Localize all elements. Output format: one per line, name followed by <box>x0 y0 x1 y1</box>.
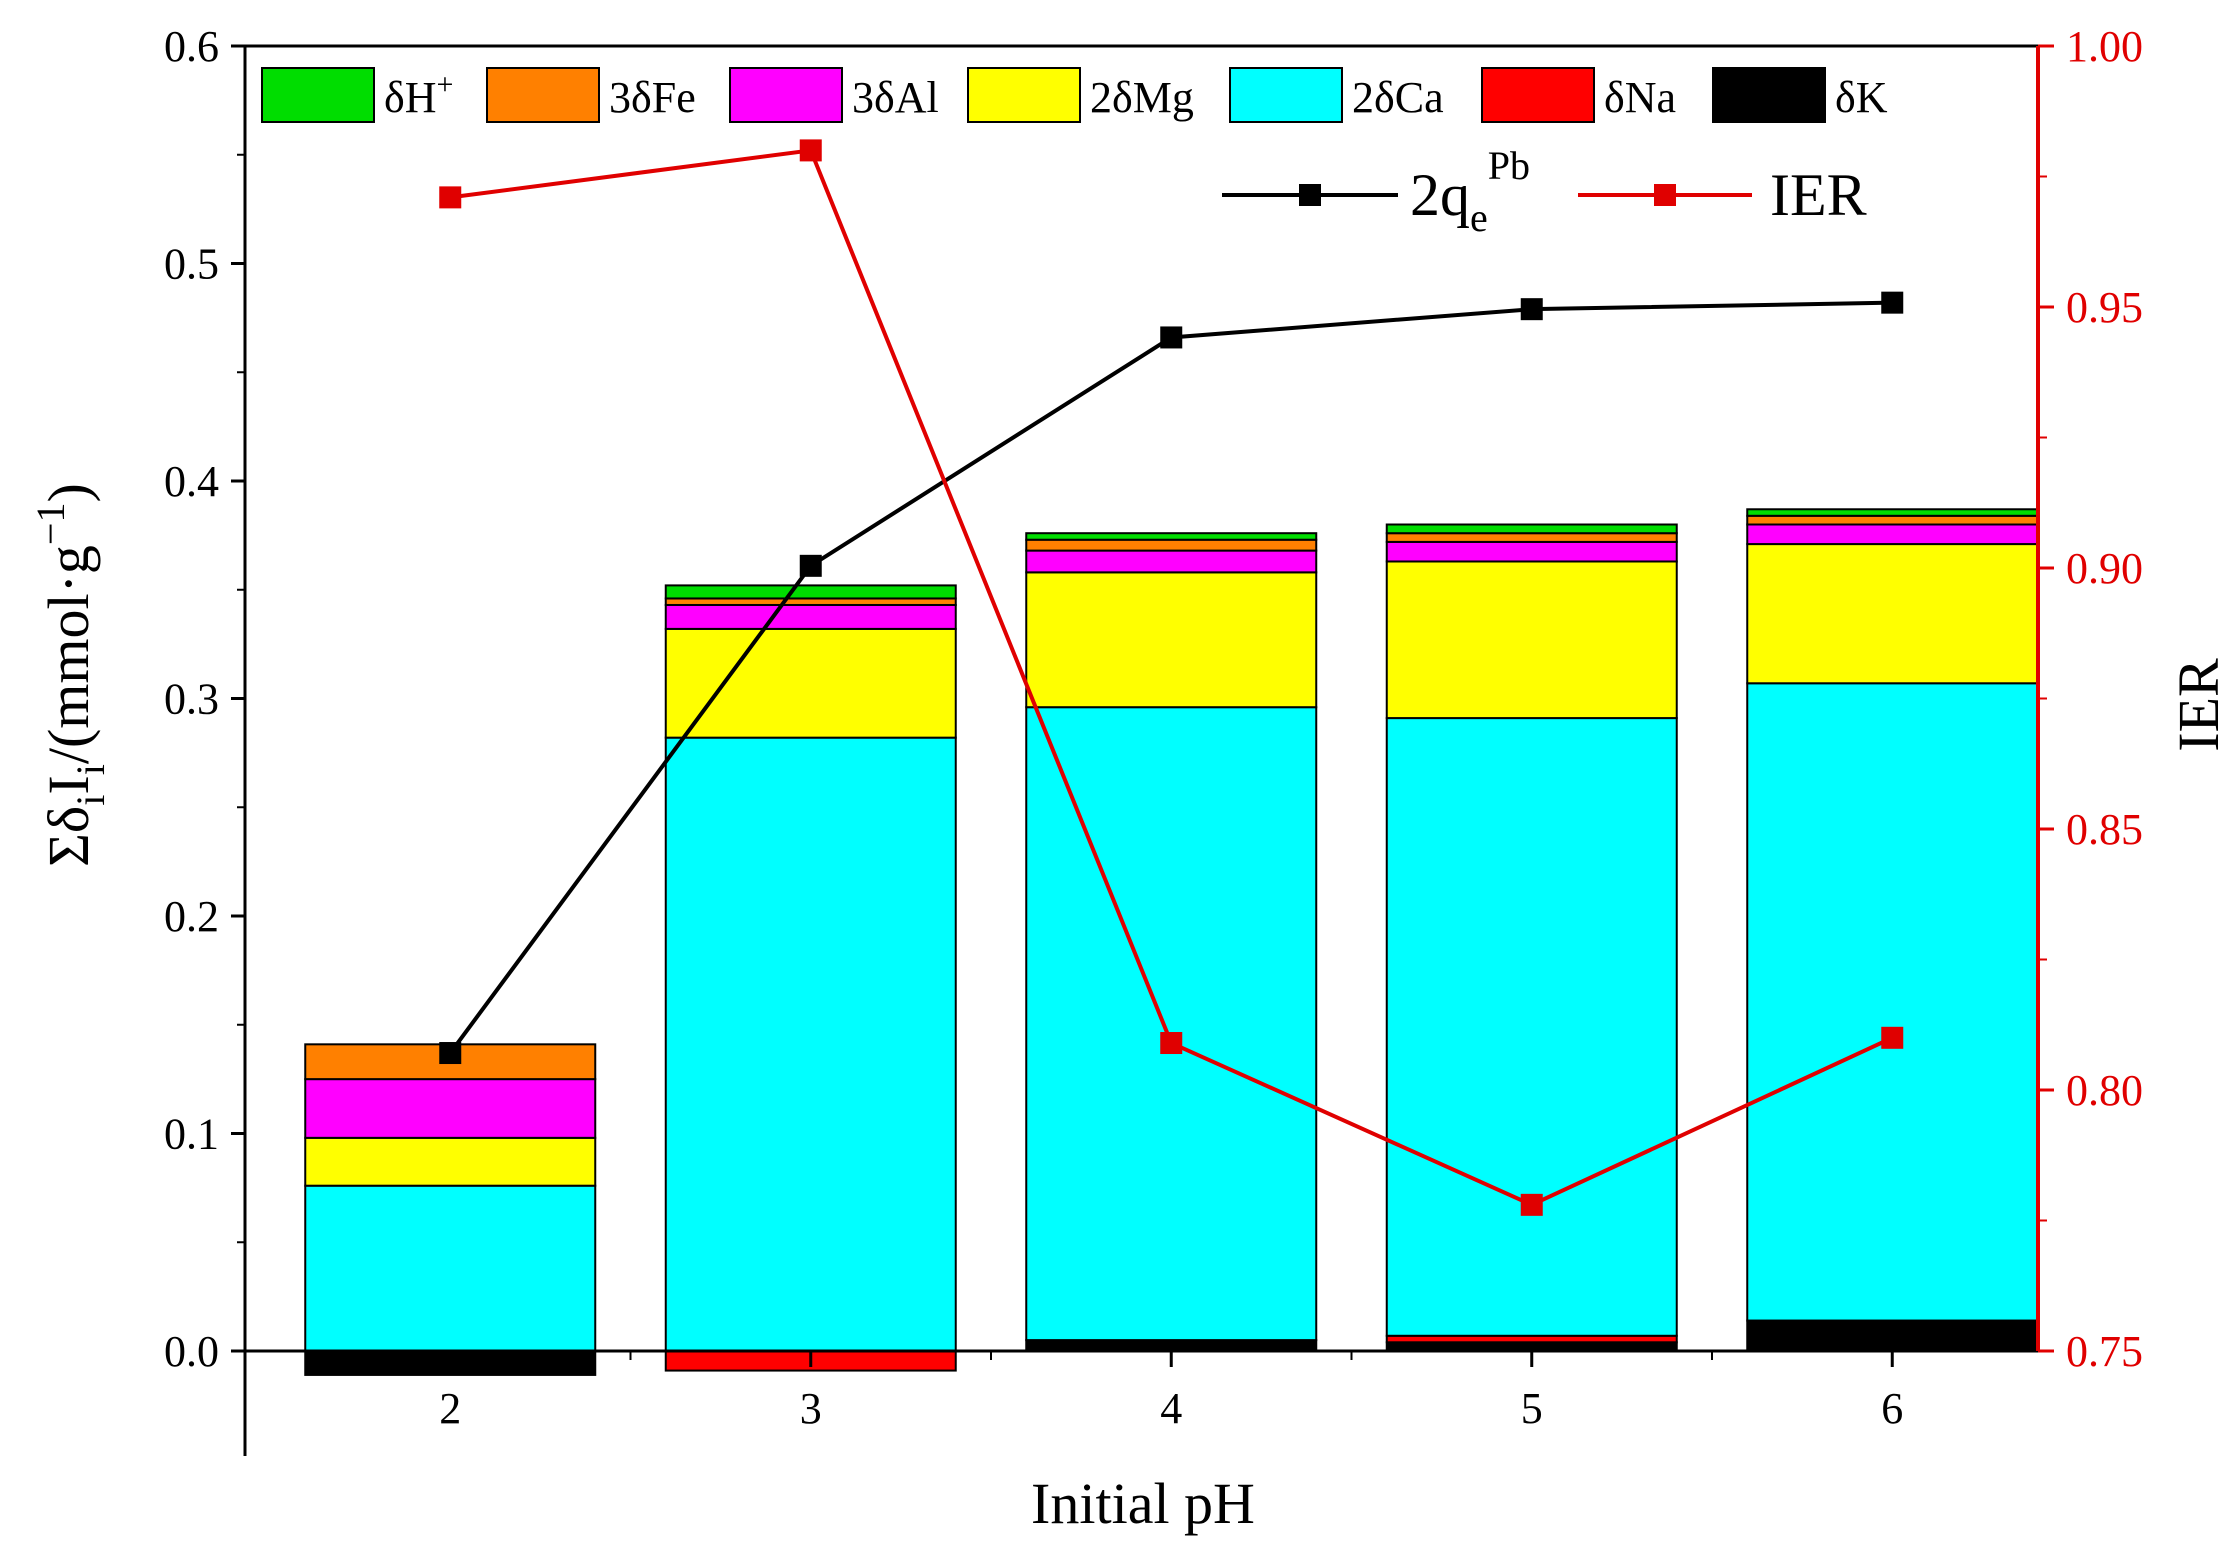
marker-2qePb-ph-6 <box>1881 291 1904 314</box>
legend-swatch-2δCa <box>1229 67 1343 123</box>
legend-label-main: 2δCa <box>1352 73 1444 122</box>
bar-segment-δH+-ph-3 <box>664 584 957 600</box>
bar-segment-2δMg-ph-4 <box>1025 571 1318 709</box>
marker-IER-ph-2 <box>439 186 462 209</box>
bar-segment-3δAl-ph-4 <box>1025 549 1318 574</box>
bar-segment-2δMg-ph-5 <box>1385 560 1678 720</box>
bar-segment-δK-ph-4 <box>1025 1339 1318 1352</box>
legend-label-2qePb: 2qePb <box>1410 143 1530 240</box>
titles-layer: Initial pH IER ΣδiIi/(mmol·g−1) <box>28 483 2231 1536</box>
y2-axis-title: IER <box>2166 658 2231 752</box>
y2-tick-label: 0.80 <box>2066 1066 2143 1115</box>
bar-segment-2δMg-ph-3 <box>664 627 957 739</box>
bar-segment-3δAl-ph-5 <box>1385 540 1678 563</box>
y2-tick-label: 0.75 <box>2066 1327 2143 1376</box>
x-axis-title: Initial pH <box>1031 1471 1255 1536</box>
legend-marker-2qePb <box>1299 184 1321 206</box>
legend-label-main: 2q <box>1410 162 1470 228</box>
legend-label-2δCa: 2δCa <box>1352 73 1444 122</box>
lines-layer <box>439 139 1904 1216</box>
marker-2qePb-ph-5 <box>1520 298 1543 321</box>
legend-label-IER: IER <box>1770 162 1867 228</box>
y-tick-label: 0.2 <box>164 892 219 941</box>
legend-swatch-δK <box>1712 67 1826 123</box>
legend-label-main: 3δAl <box>852 73 939 122</box>
x-tick-label: 3 <box>800 1384 822 1433</box>
y-title-I: I <box>36 775 101 794</box>
marker-IER-ph-5 <box>1520 1193 1543 1216</box>
legend-swatch-3δAl <box>729 67 843 123</box>
bar-segment-2δMg-ph-6 <box>1746 543 2039 685</box>
legend-swatch-δNa <box>1481 67 1595 123</box>
y-title-sigma: Σδ <box>36 806 101 867</box>
legend-label-main: δNa <box>1604 73 1676 122</box>
bar-segment-2δCa-ph-5 <box>1385 717 1678 1337</box>
legend-label-3δAl: 3δAl <box>852 73 939 122</box>
bar-segment-3δFe-ph-6 <box>1746 514 2039 526</box>
legend-label-3δFe: 3δFe <box>609 73 696 122</box>
x-tick-label: 6 <box>1881 1384 1903 1433</box>
legend-label-δNa: δNa <box>1604 73 1676 122</box>
bar-segment-δH+-ph-4 <box>1025 532 1318 541</box>
legend-swatch-2δMg <box>967 67 1081 123</box>
legend-label-sup: Pb <box>1488 143 1530 188</box>
marker-2qePb-ph-2 <box>439 1042 462 1065</box>
legend-label-main: 3δFe <box>609 73 696 122</box>
y-title-sub-i2: i <box>68 764 113 775</box>
y-title-sub-i: i <box>68 795 113 806</box>
bar-segment-3δFe-ph-4 <box>1025 538 1318 552</box>
marker-2qePb-ph-3 <box>799 554 822 577</box>
legend-swatch-δH+ <box>261 67 375 123</box>
legend-marker-IER <box>1654 184 1676 206</box>
bars-layer <box>304 508 2039 1376</box>
y2-tick-label: 0.90 <box>2066 544 2143 593</box>
legend-label-main: IER <box>1770 162 1867 228</box>
bar-segment-2δCa-ph-2 <box>304 1184 597 1352</box>
legend-label-2δMg: 2δMg <box>1090 73 1194 122</box>
bar-segment-3δFe-ph-5 <box>1385 532 1678 543</box>
legend-label-δH+: δH+ <box>384 68 453 122</box>
y-tick-label: 0.0 <box>164 1327 219 1376</box>
y2-tick-label: 0.85 <box>2066 805 2143 854</box>
y-tick-label: 0.4 <box>164 457 219 506</box>
y-title-unit: /(mmol·g <box>36 545 101 764</box>
legend-label-sub: e <box>1470 195 1488 240</box>
y-tick-label: 0.5 <box>164 240 219 289</box>
legend-swatch-3δFe <box>486 67 600 123</box>
x-tick-label: 5 <box>1521 1384 1543 1433</box>
axes-layer: 0.0 0.1 0.2 0.3 0.4 0.5 0.6 0.75 0.80 0.85 0.90 0.9… <box>164 22 2143 1456</box>
legend-label-main: δK <box>1835 73 1888 122</box>
marker-2qePb-ph-4 <box>1160 326 1183 349</box>
bar-segment-3δAl-ph-6 <box>1746 523 2039 546</box>
x-tick-label: 4 <box>1160 1384 1182 1433</box>
y2-tick-label: 1.00 <box>2066 22 2143 71</box>
bar-segment-3δAl-ph-3 <box>664 603 957 630</box>
y-tick-label: 0.6 <box>164 22 219 71</box>
marker-IER-ph-3 <box>799 139 822 162</box>
y-title-exp: −1 <box>28 503 73 546</box>
bar-segment-2δCa-ph-3 <box>664 736 957 1352</box>
legend-label-main: 2δMg <box>1090 73 1194 122</box>
y-tick-label: 0.1 <box>164 1110 219 1159</box>
bar-segment-2δCa-ph-6 <box>1746 682 2039 1322</box>
legend-label-sup: + <box>437 68 454 101</box>
y2-tick-label: 0.95 <box>2066 283 2143 332</box>
x-tick-label: 2 <box>439 1384 461 1433</box>
bar-segment-δH+-ph-5 <box>1385 523 1678 535</box>
bar-segment-δK-ph-6 <box>1746 1319 2039 1353</box>
bar-segment-2δCa-ph-4 <box>1025 706 1318 1342</box>
bar-segment-3δAl-ph-2 <box>304 1078 597 1139</box>
marker-IER-ph-6 <box>1881 1026 1904 1049</box>
marker-IER-ph-4 <box>1160 1032 1183 1055</box>
legend-label-δK: δK <box>1835 73 1888 122</box>
y-axis-title: ΣδiIi/(mmol·g−1) <box>28 483 113 867</box>
bar-segment-2δMg-ph-2 <box>304 1136 597 1187</box>
y-title-close: ) <box>36 483 101 502</box>
legend-label-main: δH <box>384 73 437 122</box>
y-tick-label: 0.3 <box>164 675 219 724</box>
bar-segment-δH+-ph-6 <box>1746 508 2039 517</box>
